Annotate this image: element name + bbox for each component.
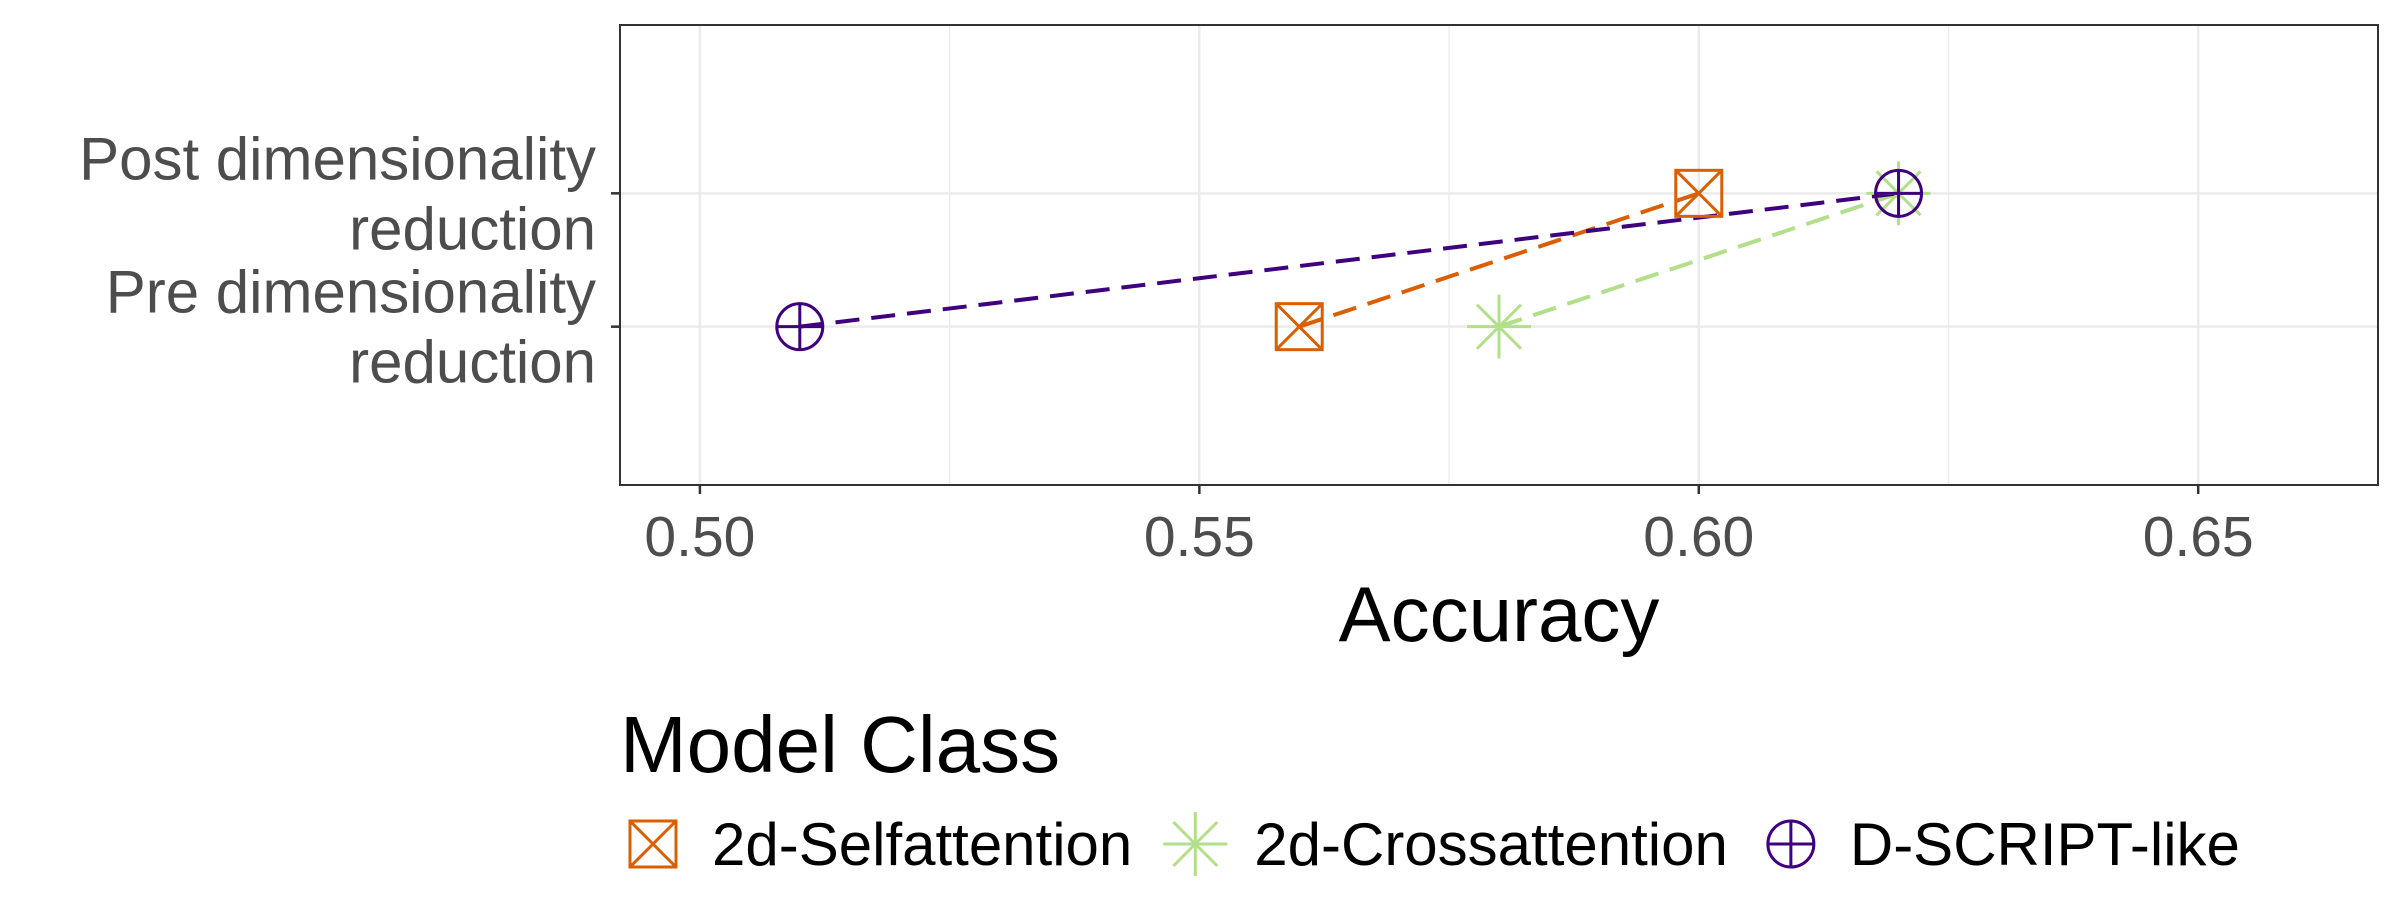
series-layer <box>775 161 1931 359</box>
point-2d-selfattention-post <box>1674 168 1724 218</box>
point-d-script-like-pre <box>775 302 825 352</box>
legend-title: Model Class <box>620 700 1060 789</box>
legend-key-2d-selfattention <box>628 819 678 869</box>
x-tick-label-0-60: 0.60 <box>1643 505 1754 569</box>
legend-item-2d-crossattention: 2d-Crossattention <box>1163 811 1728 878</box>
legend-item-2d-selfattention: 2d-Selfattention <box>628 811 1132 878</box>
x-axis-title: Accuracy <box>1339 570 1660 658</box>
x-tick-label-0-50: 0.50 <box>644 505 755 569</box>
x-tick-label-0-65: 0.65 <box>2143 505 2254 569</box>
legend-label-d-script-like: D-SCRIPT-like <box>1850 811 2240 878</box>
legend-key-2d-crossattention <box>1163 812 1228 876</box>
y-tick-label-pre-dimensionality-reduction: Pre dimensionality reduction <box>106 259 596 396</box>
legend: 2d-Selfattention 2d-Crossattention D-SCRIP… <box>628 811 2240 878</box>
point-2d-selfattention-pre <box>1274 302 1324 352</box>
point-2d-crossattention-pre <box>1467 294 1531 359</box>
x-tick-label-0-55: 0.55 <box>1144 505 1255 569</box>
legend-key-d-script-like <box>1766 819 1816 869</box>
legend-item-d-script-like: D-SCRIPT-like <box>1766 811 2240 878</box>
legend-label-2d-crossattention: 2d-Crossattention <box>1254 811 1728 878</box>
x-axis: 0.50 0.55 0.60 0.65 <box>644 485 2254 569</box>
plot-panel-border <box>619 24 2379 486</box>
legend-label-2d-selfattention: 2d-Selfattention <box>712 811 1132 878</box>
point-d-script-like-post <box>1874 168 1924 218</box>
y-tick-label-post-dimensionality-reduction: Post dimensionality reduction <box>79 125 596 262</box>
